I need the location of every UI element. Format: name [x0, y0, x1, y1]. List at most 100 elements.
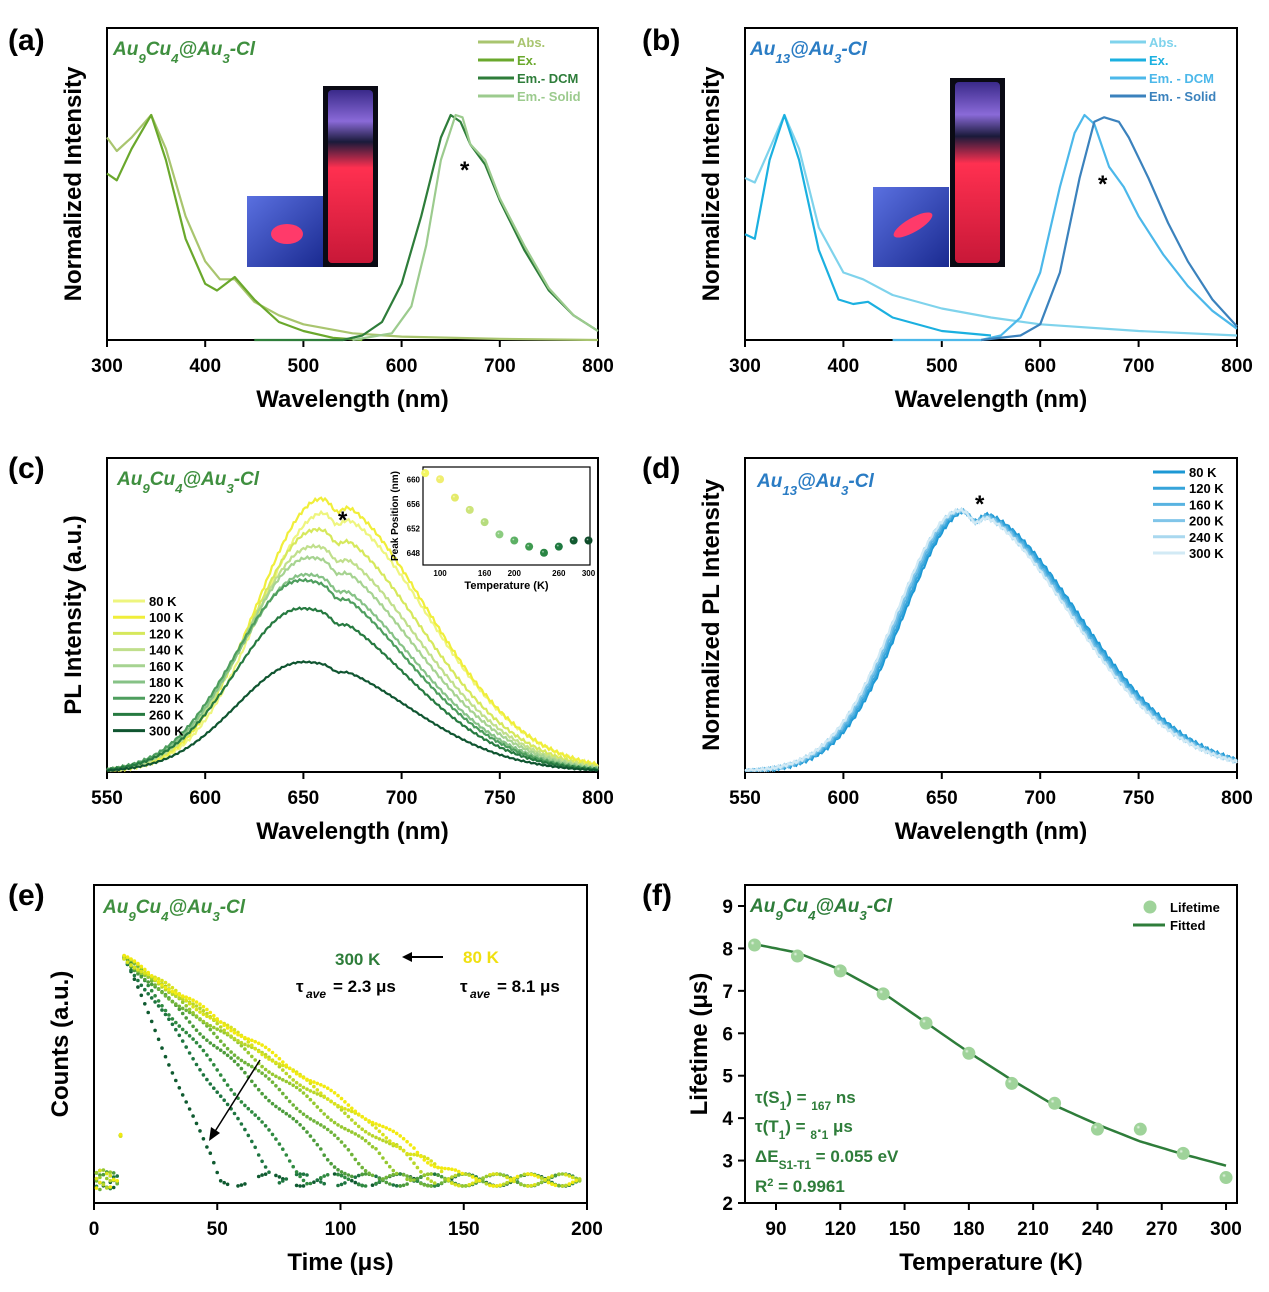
decay-point [267, 1077, 271, 1081]
decay-point [149, 1019, 154, 1024]
decay-point [263, 1067, 268, 1072]
tau-value: = 2.3 μs [333, 977, 396, 996]
decay-point [101, 1182, 106, 1187]
decay-point [332, 1133, 337, 1137]
decay-point [218, 1048, 223, 1052]
decay-point [346, 1177, 351, 1181]
point-highlight [585, 537, 591, 542]
decay-point [205, 1038, 209, 1042]
decay-point [132, 977, 137, 981]
series-line-3 [744, 508, 1238, 773]
decay-point [281, 1179, 285, 1183]
decay-point [277, 1142, 282, 1146]
decay-point [212, 1086, 216, 1090]
legend-label: 100 K [149, 610, 184, 625]
decay-point [256, 1041, 261, 1046]
decay-point [298, 1109, 302, 1114]
decay-point [343, 1100, 347, 1104]
decay-point [180, 1027, 185, 1032]
decay-point [225, 1053, 230, 1058]
decay-point [250, 1064, 254, 1069]
decay-point [160, 978, 164, 983]
decay-point [301, 1178, 306, 1183]
decay-point [574, 1178, 578, 1183]
legend-label: 180 K [149, 675, 184, 690]
decay-point [108, 1170, 113, 1174]
decay-point [453, 1173, 458, 1178]
decay-point [322, 1153, 327, 1157]
point-highlight [540, 549, 546, 555]
legend-label: Em.- DCM [517, 71, 578, 86]
decay-point [194, 1014, 199, 1018]
decay-point [481, 1179, 485, 1184]
decay-point [281, 1091, 285, 1096]
decay-point [391, 1142, 396, 1146]
decay-point [360, 1172, 365, 1177]
legend-label: 240 K [1189, 530, 1224, 545]
series-line-2 [892, 113, 1238, 342]
decay-point [460, 1184, 465, 1188]
point-highlight [451, 494, 457, 500]
decay-point [153, 977, 157, 981]
decay-point [184, 1100, 188, 1104]
decay-point [367, 1119, 371, 1123]
x-axis-label: Wavelength (nm) [895, 818, 1087, 845]
decay-point [236, 1063, 240, 1067]
decay-point [260, 1043, 264, 1047]
decay-point [363, 1172, 368, 1176]
legend-label: Abs. [517, 35, 545, 50]
decay-point [281, 1060, 285, 1064]
fit-delta-e: ΔES1-T1 = 0.055 eV [755, 1147, 899, 1172]
decay-point [529, 1172, 534, 1177]
y-axis-label: Counts (a.u.) [47, 971, 74, 1118]
x-tick-label: 700 [484, 356, 516, 377]
decay-point [401, 1173, 406, 1177]
point-highlight [1005, 1077, 1014, 1086]
panel-label: (b) [642, 24, 680, 57]
compound-title: Au13@Au3-Cl [749, 39, 867, 66]
decay-point [508, 1178, 513, 1183]
x-axis-label: Time (μs) [287, 1249, 393, 1276]
legend-label: 200 K [1189, 514, 1224, 529]
decay-point [291, 1069, 296, 1073]
inset-x-tick-label: 160 [478, 569, 492, 578]
vial-glow [328, 90, 373, 263]
decay-point [191, 1024, 195, 1029]
decay-point [160, 1004, 164, 1008]
panel-e: 0 50 100 150 200 Time (μs) Counts (a.u.) (e) Au9… [8, 879, 603, 1276]
decay-point [108, 1185, 113, 1189]
decay-point [463, 1184, 468, 1188]
decay-point [287, 1114, 292, 1118]
point-highlight [421, 469, 427, 475]
x-tick-label: 210 [1017, 1219, 1049, 1240]
inset-frame [422, 466, 591, 566]
y-axis-label: PL Intensity (a.u.) [60, 515, 87, 715]
decay-point [391, 1183, 396, 1187]
decay-point [477, 1178, 482, 1183]
decay-point [256, 1116, 261, 1121]
decay-point [198, 1044, 202, 1049]
decay-point [167, 1013, 171, 1017]
point-highlight [1048, 1097, 1057, 1106]
decay-point [301, 1126, 306, 1131]
decay-point [270, 1080, 275, 1084]
decay-point [250, 1079, 254, 1084]
decay-point [239, 1058, 244, 1063]
decay-point [253, 1039, 257, 1044]
decay-point [319, 1091, 323, 1095]
decay-point [139, 969, 144, 974]
decay-point [329, 1161, 333, 1166]
decay-point [388, 1127, 392, 1132]
decay-point [184, 995, 188, 999]
decay-point [312, 1101, 316, 1106]
y-axis-label: Lifetime (μs) [686, 973, 713, 1116]
decay-point [194, 1062, 199, 1067]
decay-point [156, 977, 161, 981]
decay-point [281, 1063, 285, 1068]
decay-point [405, 1182, 409, 1186]
plot-frame [744, 884, 1238, 1204]
decay-point [187, 1034, 192, 1038]
decay-point [356, 1173, 361, 1178]
decay-point [232, 1027, 237, 1032]
decay-point [381, 1177, 385, 1181]
